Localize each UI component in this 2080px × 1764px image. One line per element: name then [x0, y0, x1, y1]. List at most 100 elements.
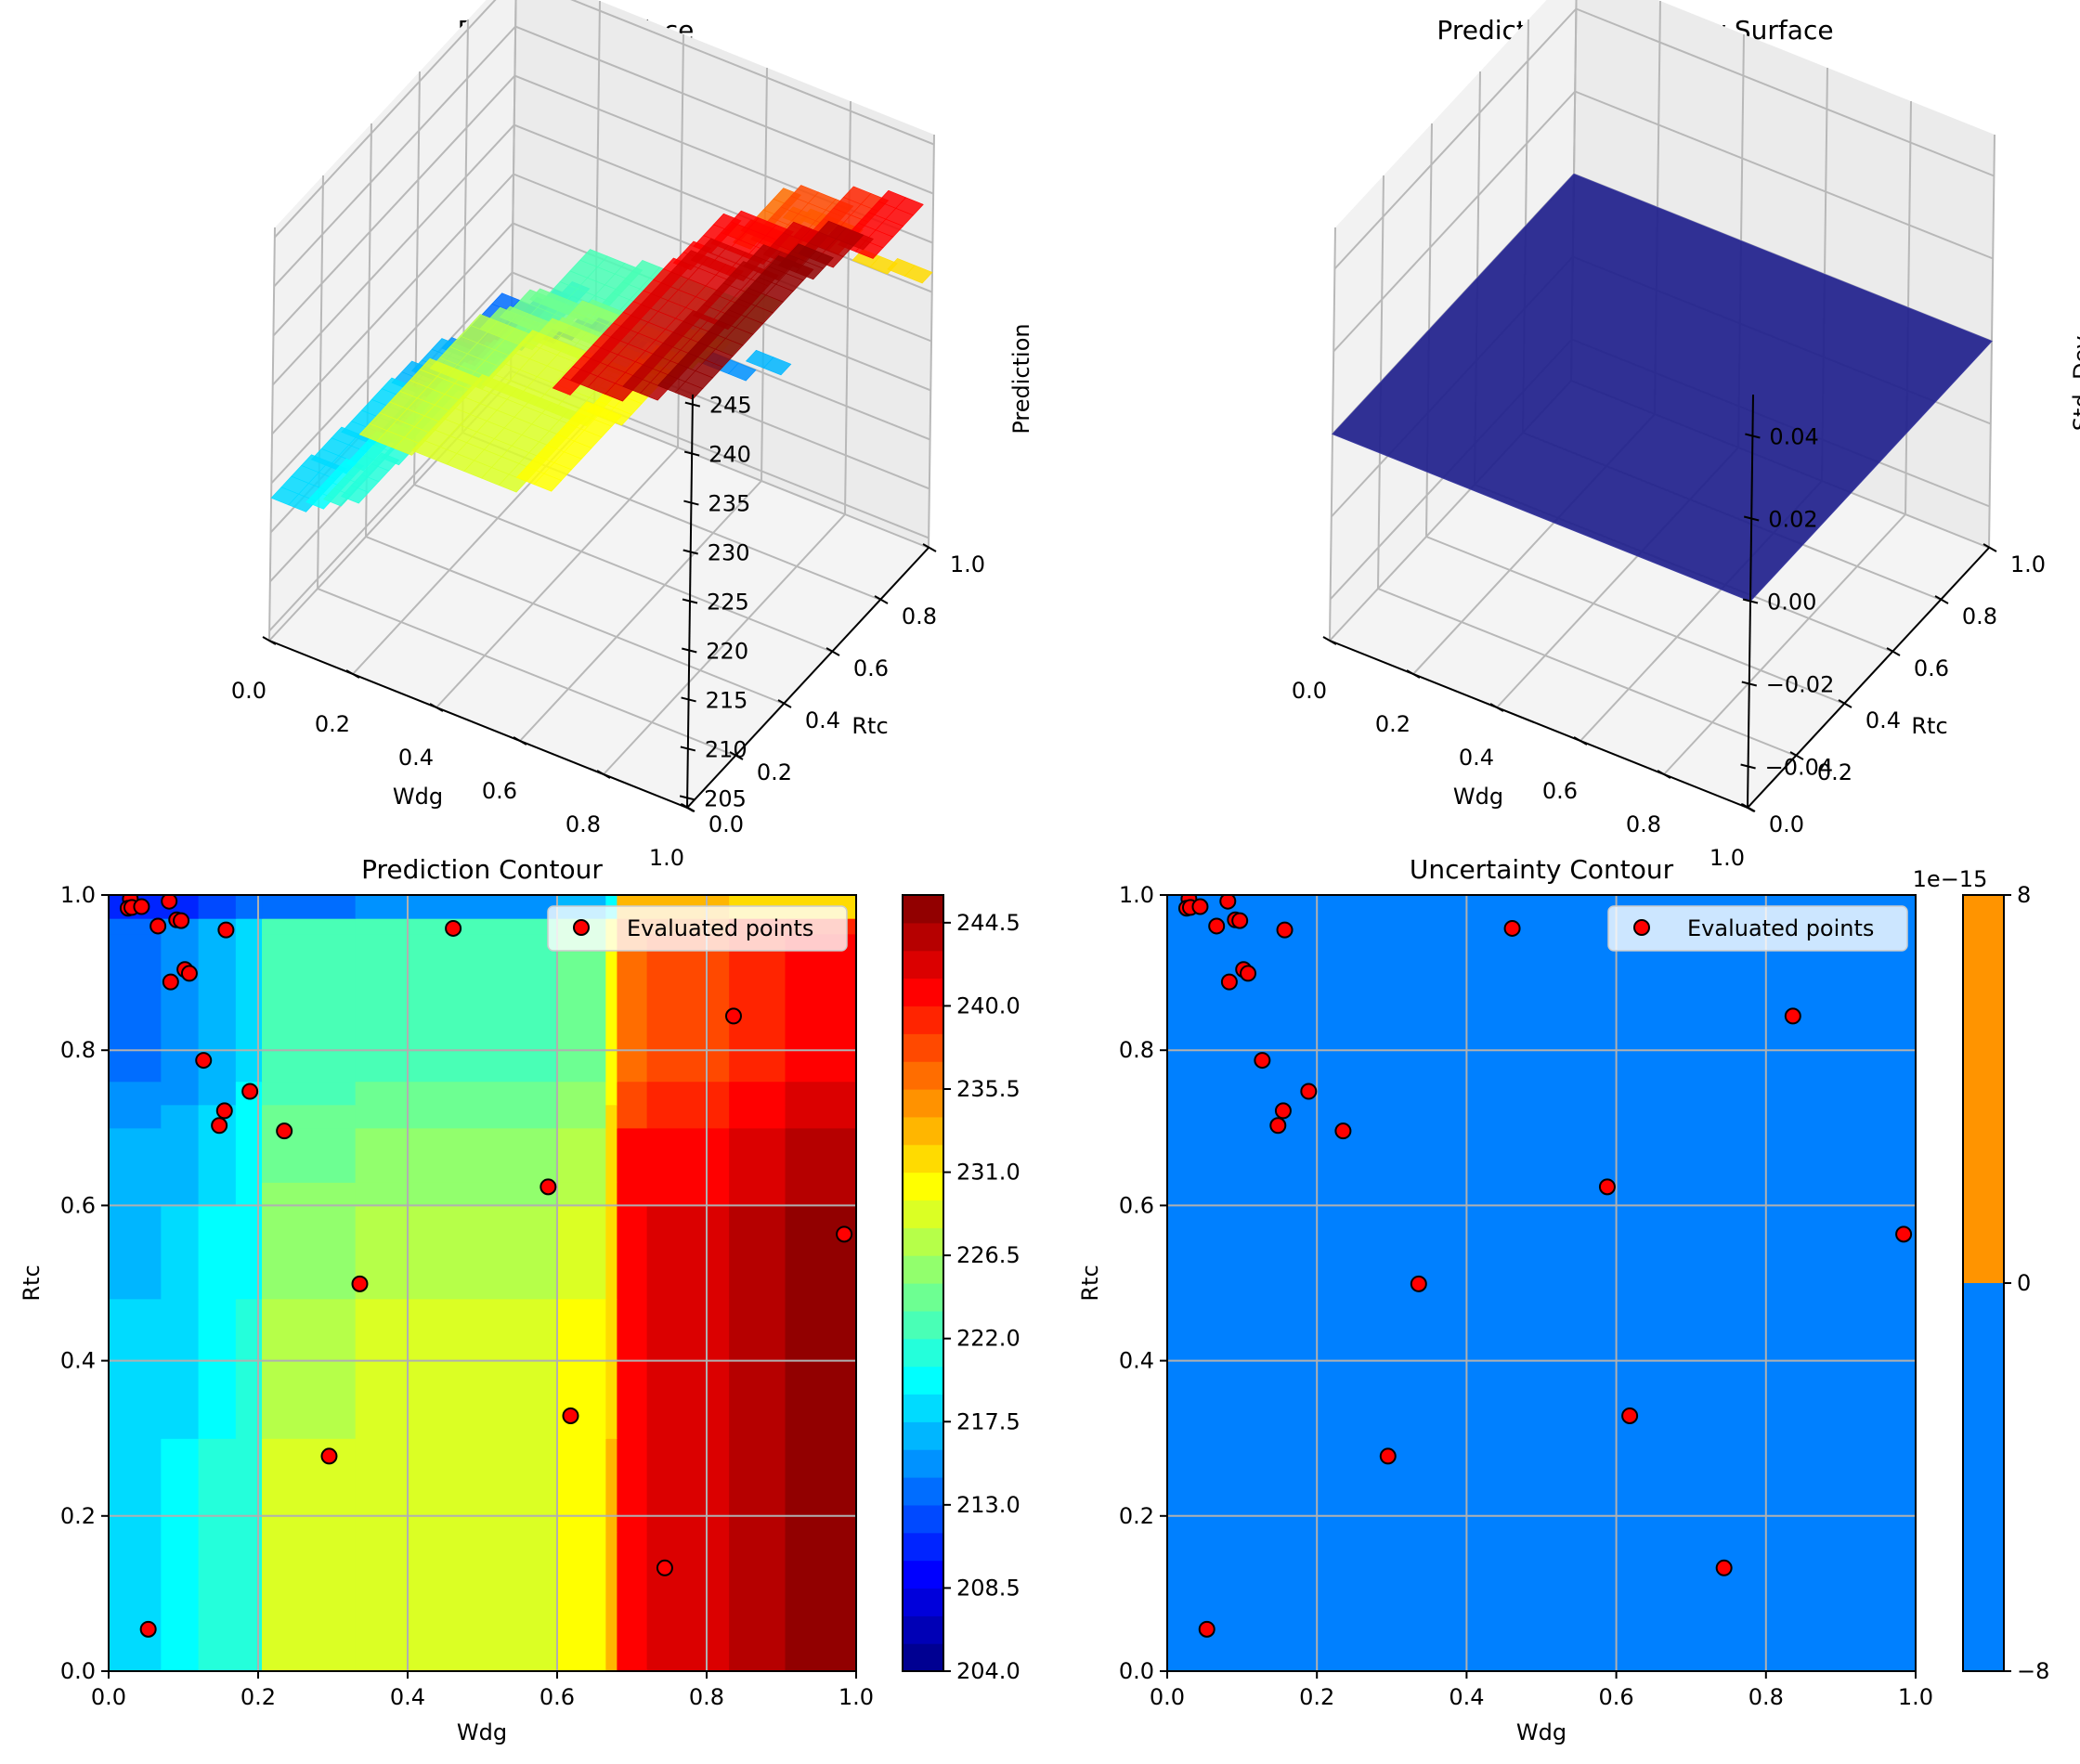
contour-cell [161, 1531, 200, 1671]
colorbar-band [903, 1394, 943, 1422]
surface-facet [762, 357, 792, 376]
contour-cell [729, 1104, 786, 1129]
grid-line [274, 0, 497, 239]
prediction-contour-ticks: 0.00.0 0.2 0.2 0.4 0.4 0.6 0.6 0.8 0.8 1.0 1.0 [60, 882, 874, 1710]
x-tick-label: 1.0 [838, 1684, 874, 1710]
contour-cell [646, 1438, 730, 1533]
y-tick-label: 0.0 [60, 1658, 96, 1684]
evaluated-point [351, 1275, 369, 1292]
contour-cell [646, 1127, 730, 1183]
contour-cell [109, 1205, 162, 1300]
contour-cell [617, 1182, 648, 1206]
z-tick-label: 0.02 [1768, 507, 1817, 533]
evaluated-point [1410, 1275, 1427, 1292]
z-tick [1742, 598, 1759, 604]
prediction-surface-xlabel: Wdg [393, 784, 443, 810]
x-tick-label: 1.0 [649, 845, 684, 871]
contour-cell [161, 1182, 200, 1206]
y-tick-label: 1.0 [1119, 882, 1154, 908]
contour-cell [109, 1531, 162, 1671]
contour-cell [109, 918, 162, 935]
grid-line [603, 513, 846, 775]
legend-marker [1633, 919, 1650, 936]
colorbar-band [903, 1477, 943, 1506]
colorbar-band [903, 1089, 943, 1118]
grid-line [436, 447, 679, 708]
colorbar-tick-label: 231.0 [956, 1160, 1020, 1186]
contour-cell [785, 1205, 856, 1300]
colorbar-band [903, 1588, 943, 1616]
contour-cell [109, 1127, 162, 1183]
x-tick-label: 0.6 [1599, 1684, 1634, 1710]
y-tick-label: 0.6 [60, 1192, 96, 1218]
evaluated-point [1254, 1052, 1271, 1070]
z-tick [1743, 515, 1760, 522]
x-axis-line [268, 640, 688, 809]
flat-surface [1332, 173, 1993, 603]
evaluated-point [836, 1226, 853, 1243]
surface-facet [340, 485, 370, 504]
y-tick-label: 0.2 [1119, 1503, 1154, 1529]
y-tick-label: 0.4 [60, 1348, 96, 1374]
contour-cell [605, 1104, 618, 1129]
prediction-contour-frame [108, 894, 857, 1672]
contour-cell [605, 1438, 618, 1533]
x-tick [1322, 636, 1337, 645]
contour-cell [605, 933, 618, 1083]
contour-cell [161, 1127, 200, 1183]
z-tick [1741, 681, 1758, 687]
colorbar-band [903, 978, 943, 1007]
grid-line [1576, 7, 1995, 177]
evaluated-point [276, 1122, 293, 1140]
colorbar-band [903, 1033, 943, 1062]
x-tick-label: 0.0 [1292, 678, 1327, 704]
contour-cell [785, 1531, 856, 1671]
y-axis-line [1747, 547, 1990, 809]
y-tick [1789, 751, 1804, 760]
contour-cell [198, 895, 237, 919]
contour-cell [617, 1298, 648, 1439]
grid-line [1377, 588, 1797, 757]
colorbar-band [1963, 895, 2004, 1283]
z-tick [681, 696, 696, 703]
contour-cell [605, 1127, 618, 1183]
grid-line [1332, 90, 1576, 353]
grid-line [317, 588, 736, 757]
colorbar-tick-label: 208.5 [956, 1575, 1020, 1601]
prediction-contour-grid [109, 895, 856, 1671]
grid-line [1425, 536, 1845, 705]
y-tick-label: 0.8 [1119, 1037, 1154, 1063]
contour-cell [198, 1438, 237, 1533]
grid-line [570, 0, 935, 146]
contour-cell [557, 933, 606, 1083]
prediction-colorbar: 204.0 208.5 213.0 217.5 222.0 226.5 231.0 235.5… [902, 894, 1020, 1684]
evaluated-point [1198, 1620, 1216, 1638]
evaluated-point [150, 917, 167, 935]
contour-cell [161, 933, 200, 1083]
contour-cell [617, 1104, 648, 1129]
colorbar-tick-label: 0 [2017, 1270, 2031, 1296]
x-tick-label: 0.4 [1449, 1684, 1484, 1710]
contour-cell [617, 933, 648, 1083]
y-tick [1934, 595, 1949, 604]
evaluated-point [180, 965, 198, 982]
contour-cell [262, 1182, 357, 1206]
uncertainty-surface-xlabel: Wdg [1453, 784, 1503, 810]
x-tick-label: 0.2 [1299, 1684, 1334, 1710]
uncertainty-surface-axes: 0.0 0.0 0.2 0.2 0.4 0.4 0.6 0.6 0.8 0.8 1.0 1.0 −0.0… [1292, 394, 2046, 871]
colorbar-band [903, 1061, 943, 1090]
y-tick-label: 1.0 [2010, 551, 2046, 577]
surface-facet [904, 265, 933, 284]
evaluated-point [211, 1117, 228, 1135]
z-tick-label: 0.00 [1767, 590, 1816, 616]
z-tick [682, 598, 698, 604]
contour-cell [729, 933, 786, 1083]
contour-cell [605, 1298, 618, 1439]
x-tick-label: 0.8 [1626, 811, 1661, 837]
colorbar-band [903, 1615, 943, 1644]
contour-cell [262, 1531, 357, 1671]
grid-line [1333, 7, 1578, 270]
uncertainty-contour-ylabel: Rtc [1077, 1265, 1103, 1301]
y-tick-label: 0.0 [708, 811, 744, 837]
contour-cell [198, 1531, 237, 1671]
